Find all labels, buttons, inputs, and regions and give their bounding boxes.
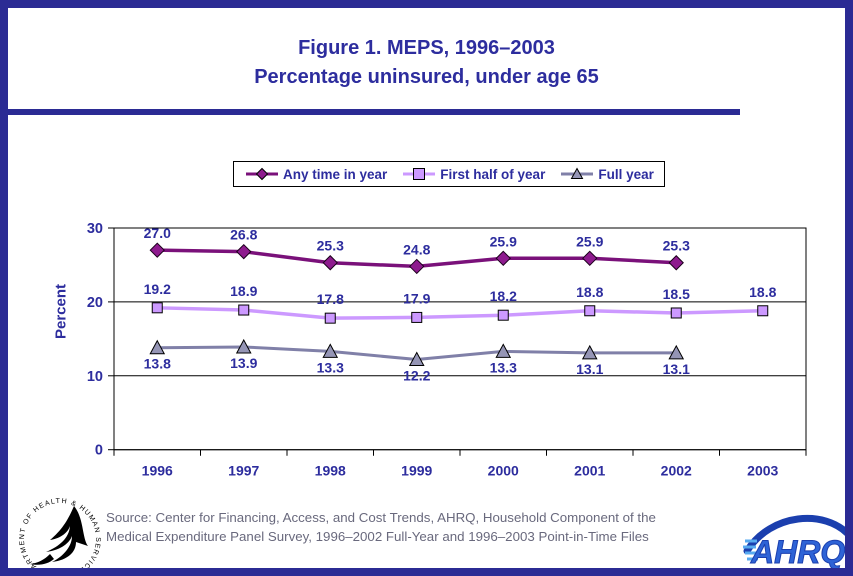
svg-text:2001: 2001 — [574, 463, 605, 479]
chart-legend: Any time in year First half of year Full… — [233, 161, 665, 187]
ahrq-logo-text: AHRQ — [750, 534, 845, 570]
source-note: Source: Center for Financing, Access, an… — [106, 508, 736, 546]
svg-text:13.8: 13.8 — [144, 356, 171, 372]
source-line-1: Source: Center for Financing, Access, an… — [106, 510, 656, 525]
svg-text:13.1: 13.1 — [663, 361, 690, 377]
svg-text:30: 30 — [87, 221, 103, 237]
legend-label: First half of year — [440, 166, 546, 182]
legend-label: Full year — [598, 166, 654, 182]
line-chart: 0 10 20 30 1996 1997 1998 1999 2000 2001 2002 2003 2… — [87, 221, 807, 479]
source-line-2: Medical Expenditure Panel Survey, 1996–2… — [106, 529, 649, 544]
svg-text:1999: 1999 — [401, 463, 432, 479]
svg-text:2003: 2003 — [747, 463, 778, 479]
svg-text:13.3: 13.3 — [490, 359, 517, 375]
svg-text:18.2: 18.2 — [490, 288, 517, 304]
svg-text:26.8: 26.8 — [230, 227, 257, 243]
legend-item-full-year: Full year — [559, 167, 654, 182]
legend-item-any-time: Any time in year — [244, 167, 387, 182]
svg-text:18.8: 18.8 — [749, 284, 776, 300]
page-title: Figure 1. MEPS, 1996–2003 Percentage uni… — [8, 34, 845, 92]
title-line-2: Percentage uninsured, under age 65 — [254, 66, 599, 88]
diamond-marker-icon — [246, 167, 278, 181]
legend-item-first-half: First half of year — [401, 167, 545, 182]
svg-text:1997: 1997 — [228, 463, 259, 479]
eagle-icon — [30, 506, 88, 565]
svg-text:2000: 2000 — [488, 463, 519, 479]
svg-text:1996: 1996 — [142, 463, 173, 479]
svg-text:27.0: 27.0 — [144, 225, 171, 241]
svg-text:18.5: 18.5 — [663, 286, 690, 302]
svg-text:13.3: 13.3 — [317, 359, 344, 375]
svg-text:20: 20 — [87, 295, 103, 311]
svg-text:17.9: 17.9 — [403, 290, 430, 306]
svg-text:13.1: 13.1 — [576, 361, 603, 377]
svg-text:18.9: 18.9 — [230, 283, 257, 299]
svg-text:19.2: 19.2 — [144, 281, 171, 297]
svg-text:0: 0 — [95, 443, 103, 459]
svg-text:13.9: 13.9 — [230, 355, 257, 371]
svg-text:18.8: 18.8 — [576, 284, 603, 300]
triangle-marker-icon — [561, 167, 594, 179]
ahrq-logo: AHRQ — [743, 514, 845, 570]
svg-text:10: 10 — [87, 369, 103, 385]
square-marker-icon — [403, 168, 436, 180]
title-line-1: Figure 1. MEPS, 1996–2003 — [298, 37, 555, 59]
svg-text:25.9: 25.9 — [576, 233, 603, 249]
svg-text:25.9: 25.9 — [490, 233, 517, 249]
svg-text:1998: 1998 — [315, 463, 346, 479]
svg-text:2002: 2002 — [661, 463, 692, 479]
svg-text:25.3: 25.3 — [317, 238, 344, 254]
svg-text:17.8: 17.8 — [317, 291, 344, 307]
svg-text:12.2: 12.2 — [403, 368, 430, 384]
svg-text:25.3: 25.3 — [663, 238, 690, 254]
title-divider — [8, 109, 740, 115]
legend-label: Any time in year — [283, 166, 388, 182]
svg-text:24.8: 24.8 — [403, 241, 430, 257]
hhs-seal-logo: DEPARTMENT OF HEALTH & HUMAN SERVICES • … — [14, 494, 100, 568]
